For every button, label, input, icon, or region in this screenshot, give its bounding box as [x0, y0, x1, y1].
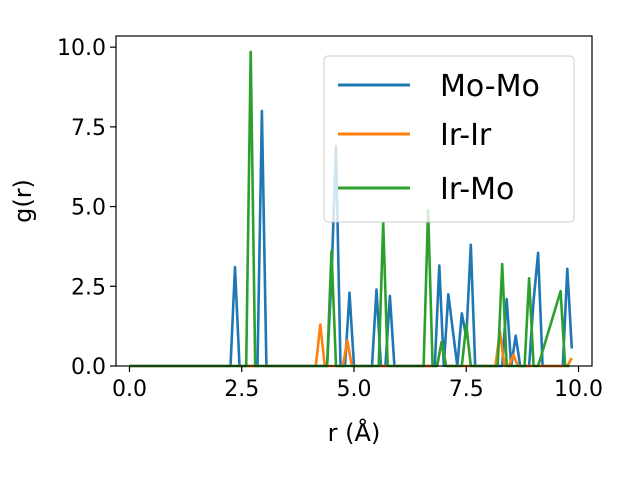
- x-tick-label: 5.0: [337, 377, 372, 402]
- y-tick-label: 0.0: [71, 355, 106, 380]
- x-axis-ticks: 0.0 2.5 5.0 7.5 10.0: [112, 366, 603, 402]
- y-axis-ticks: 0.0 2.5 5.0 7.5 10.0: [57, 36, 116, 380]
- x-tick-label: 10.0: [554, 377, 603, 402]
- legend-box: [323, 55, 575, 223]
- y-tick-label: 5.0: [71, 196, 106, 221]
- x-tick-label: 0.0: [112, 377, 147, 402]
- legend-label-ir-ir: Ir-Ir: [440, 118, 492, 153]
- legend: Mo-Mo Ir-Ir Ir-Mo: [323, 55, 575, 223]
- legend-label-mo-mo: Mo-Mo: [440, 69, 540, 104]
- x-tick-label: 7.5: [449, 377, 484, 402]
- x-axis-label: r (Å): [328, 418, 381, 447]
- y-tick-label: 2.5: [71, 275, 106, 300]
- y-tick-label: 7.5: [71, 116, 106, 141]
- y-axis-label: g(r): [9, 179, 37, 223]
- legend-label-ir-mo: Ir-Mo: [440, 172, 514, 207]
- y-tick-label: 10.0: [57, 36, 106, 61]
- x-tick-label: 2.5: [224, 377, 259, 402]
